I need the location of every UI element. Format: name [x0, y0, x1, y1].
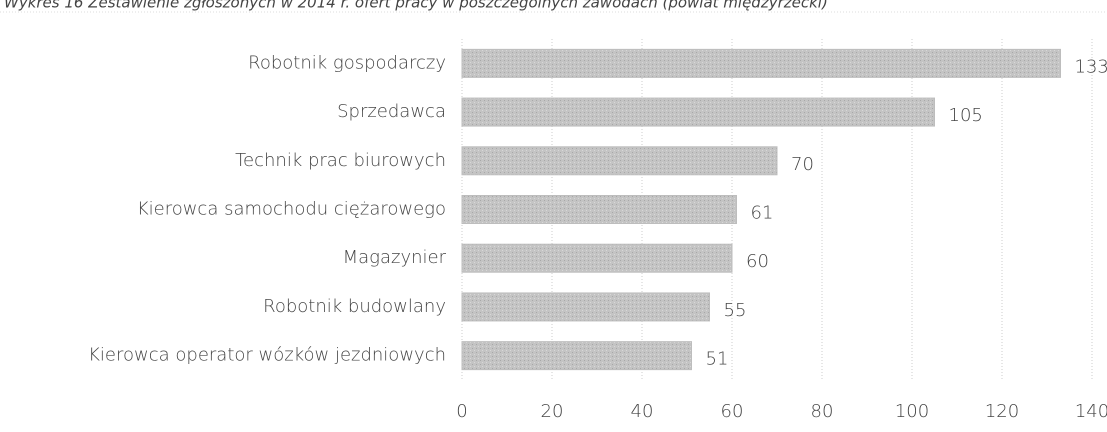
data-label: 61 — [751, 203, 774, 224]
x-tick-label: 100 — [895, 401, 929, 422]
bar — [462, 293, 710, 321]
chart-title: Wykres 16 Zestawienie zgłoszonych w 2014… — [4, 0, 828, 12]
x-tick-label: 20 — [541, 401, 564, 422]
bar — [462, 49, 1061, 77]
data-label: 70 — [791, 154, 814, 175]
data-label: 105 — [949, 105, 983, 126]
y-tick-label: Robotnik budowlany — [263, 296, 446, 317]
bar — [462, 244, 732, 272]
y-tick-label: Kierowca samochodu ciężarowego — [137, 199, 446, 220]
bar — [462, 342, 692, 370]
x-tick-label: 0 — [456, 401, 467, 422]
bar — [462, 147, 777, 175]
data-label: 133 — [1075, 56, 1107, 77]
y-tick-label: Robotnik gospodarczy — [248, 52, 446, 73]
data-label: 60 — [746, 251, 769, 272]
y-tick-label: Kierowca operator wózków jezdniowych — [88, 345, 446, 366]
y-tick-label: Magazynier — [343, 247, 447, 268]
data-label: 51 — [706, 349, 729, 370]
x-tick-label: 140 — [1075, 401, 1107, 422]
x-tick-label: 120 — [985, 401, 1019, 422]
data-label: 55 — [724, 300, 747, 321]
y-tick-label: Sprzedawca — [337, 101, 446, 122]
x-tick-label: 80 — [811, 401, 834, 422]
bar — [462, 98, 935, 126]
y-tick-label: Technik prac biurowych — [235, 150, 446, 171]
x-tick-label: 60 — [721, 401, 744, 422]
x-tick-label: 40 — [631, 401, 654, 422]
bar — [462, 196, 737, 224]
